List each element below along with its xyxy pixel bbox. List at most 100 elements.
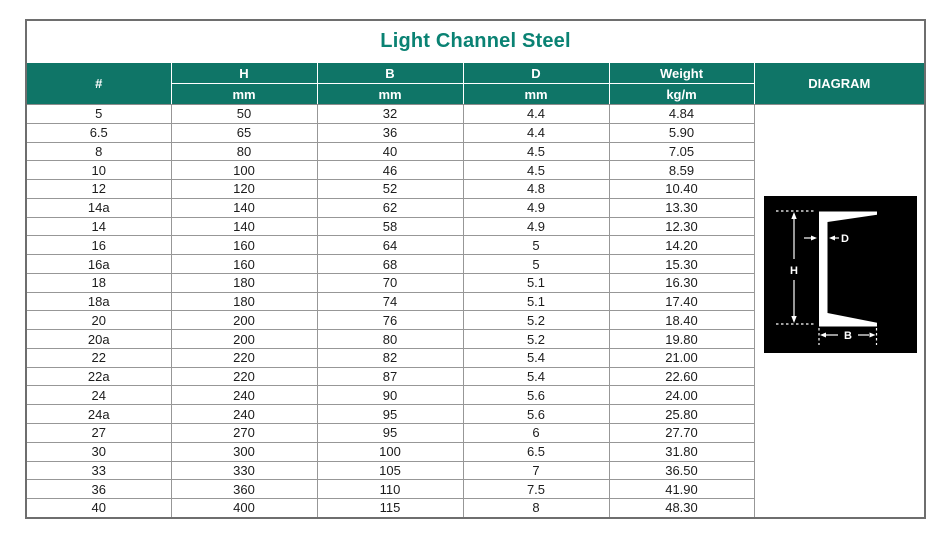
cell-h: 400 (170, 498, 318, 519)
cell-h: 240 (170, 385, 318, 406)
cell-weight: 48.30 (608, 498, 755, 519)
cell-d: 4.4 (462, 104, 610, 124)
cell-num: 18a (25, 291, 172, 312)
cell-num: 24a (25, 404, 172, 425)
cell-h: 330 (170, 460, 318, 481)
cell-b: 82 (316, 347, 464, 368)
diagram-label-d: D (841, 233, 849, 245)
table-row: 36 360 110 7.5 41.90 (25, 479, 925, 500)
cell-weight: 19.80 (608, 329, 755, 349)
column-header-weight: Weight (608, 62, 755, 84)
cell-weight: 27.70 (608, 423, 755, 443)
cell-b: 80 (316, 329, 464, 349)
cell-d: 4.4 (462, 122, 610, 143)
cell-num: 22 (25, 347, 172, 368)
cell-b: 32 (316, 104, 464, 124)
cell-b: 62 (316, 197, 464, 218)
cell-weight: 15.30 (608, 254, 755, 274)
cell-num: 27 (25, 423, 172, 443)
cell-d: 5 (462, 235, 610, 256)
cell-weight: 24.00 (608, 385, 755, 406)
cell-weight: 25.80 (608, 404, 755, 425)
cell-h: 180 (170, 272, 318, 293)
cell-b: 46 (316, 160, 464, 181)
cell-weight: 22.60 (608, 366, 755, 387)
cell-d: 7.5 (462, 479, 610, 500)
cell-h: 240 (170, 404, 318, 425)
cell-b: 87 (316, 366, 464, 387)
cell-d: 4.9 (462, 197, 610, 218)
cell-num: 22a (25, 366, 172, 387)
d-dimension (803, 235, 839, 241)
cell-d: 5.1 (462, 272, 610, 293)
cell-num: 24 (25, 385, 172, 406)
table-row: 8 80 40 4.5 7.05 (25, 141, 925, 162)
cell-num: 16a (25, 254, 172, 274)
cell-weight: 16.30 (608, 272, 755, 293)
cell-num: 6.5 (25, 122, 172, 143)
header-row-units: mm mm mm kg/m (26, 83, 925, 105)
cell-d: 6.5 (462, 441, 610, 462)
channel-cross-section (818, 211, 877, 327)
cell-h: 270 (170, 423, 318, 443)
cell-num: 33 (25, 460, 172, 481)
diagram-label-b: B (844, 330, 852, 342)
cell-num: 8 (25, 141, 172, 162)
diagram-label-h: H (790, 265, 798, 277)
cell-num: 36 (25, 479, 172, 500)
cell-d: 8 (462, 498, 610, 519)
b-dimension (817, 328, 877, 345)
cell-weight: 31.80 (608, 441, 755, 462)
cell-d: 5.4 (462, 366, 610, 387)
cell-d: 5 (462, 254, 610, 274)
column-header-h: H (170, 62, 318, 84)
cell-num: 20 (25, 310, 172, 331)
column-header-b: B (316, 62, 464, 84)
cell-d: 7 (462, 460, 610, 481)
unit-d: mm (462, 83, 610, 105)
cell-h: 120 (170, 179, 318, 199)
cell-weight: 21.00 (608, 347, 755, 368)
cell-h: 80 (170, 141, 318, 162)
cell-num: 14 (25, 216, 172, 237)
cell-num: 40 (25, 498, 172, 519)
cell-d: 4.5 (462, 141, 610, 162)
cell-h: 65 (170, 122, 318, 143)
cell-weight: 18.40 (608, 310, 755, 331)
cell-d: 5.2 (462, 310, 610, 331)
table-row: 27 270 95 6 27.70 (25, 423, 925, 443)
h-dimension (775, 210, 815, 325)
cell-num: 16 (25, 235, 172, 256)
cell-d: 6 (462, 423, 610, 443)
cell-b: 70 (316, 272, 464, 293)
table-row: 33 330 105 7 36.50 (25, 460, 925, 481)
cell-b: 40 (316, 141, 464, 162)
table-row: 12 120 52 4.8 10.40 (25, 179, 925, 199)
table-row: 14a 140 62 4.9 13.30 (25, 197, 925, 218)
cell-num: 18 (25, 272, 172, 293)
cell-d: 4.8 (462, 179, 610, 199)
cell-weight: 5.90 (608, 122, 755, 143)
cell-weight: 12.30 (608, 216, 755, 237)
cell-h: 180 (170, 291, 318, 312)
table-row: 40 400 115 8 48.30 (25, 498, 925, 519)
cell-d: 5.6 (462, 385, 610, 406)
cell-b: 76 (316, 310, 464, 331)
cell-b: 100 (316, 441, 464, 462)
cell-weight: 41.90 (608, 479, 755, 500)
cell-num: 14a (25, 197, 172, 218)
cell-weight: 10.40 (608, 179, 755, 199)
cell-h: 220 (170, 366, 318, 387)
cell-num: 5 (25, 104, 172, 124)
cell-b: 90 (316, 385, 464, 406)
column-header-diagram: DIAGRAM (753, 62, 926, 105)
table-row: 14 140 58 4.9 12.30 (25, 216, 925, 237)
unit-h: mm (170, 83, 318, 105)
cell-b: 95 (316, 404, 464, 425)
cell-h: 50 (170, 104, 318, 124)
cell-h: 100 (170, 160, 318, 181)
channel-steel-diagram: H D B (763, 196, 917, 353)
column-header-d: D (462, 62, 610, 84)
cell-d: 4.5 (462, 160, 610, 181)
